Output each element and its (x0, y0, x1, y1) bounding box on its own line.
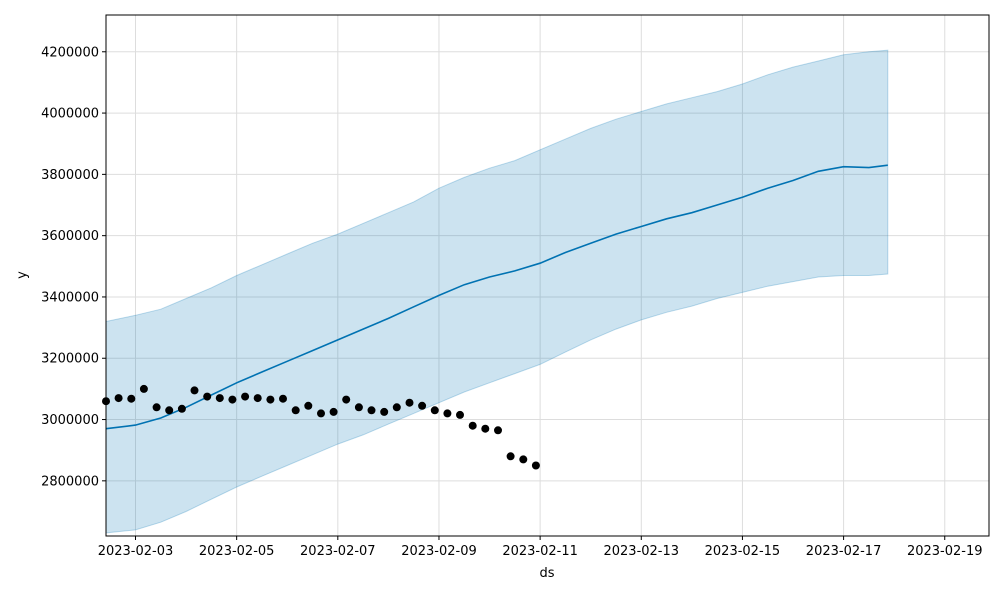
observed-point (342, 395, 351, 404)
observed-point (519, 455, 528, 464)
x-axis-label: ds (539, 566, 554, 581)
grid-layer (106, 15, 989, 536)
observed-point (127, 394, 136, 403)
observed-point (430, 406, 439, 415)
uncertainty-interval (105, 49, 889, 534)
x-tick-label: 2023-02-05 (199, 544, 275, 559)
observed-point (317, 409, 325, 418)
observed-point (481, 424, 490, 433)
x-tick-label: 2023-02-03 (98, 544, 174, 559)
observed-point (177, 404, 186, 413)
y-tick-label: 3600000 (41, 229, 99, 244)
observed-point (456, 410, 464, 419)
y-tick-label: 3800000 (41, 168, 99, 183)
y-tick-label: 2800000 (41, 474, 99, 489)
observed-point (152, 403, 161, 412)
observed-point (291, 406, 300, 415)
observed-point (468, 421, 477, 430)
observed-point (266, 395, 275, 404)
tick-layer: 2023-02-03 2023-02-05 2023-02-07 2023-02-09… (41, 45, 982, 559)
y-tick-label: 4000000 (41, 107, 99, 122)
x-tick-label: 2023-02-15 (705, 544, 781, 559)
observed-point (418, 401, 427, 410)
observed-points-layer (102, 384, 540, 470)
forecast-line-layer (105, 164, 888, 430)
observed-point (215, 394, 224, 403)
observed-point (380, 407, 389, 416)
observed-point (329, 407, 338, 416)
observed-point (114, 394, 123, 403)
observed-point (531, 461, 540, 470)
observed-point (494, 426, 502, 435)
y-axis-label: y (15, 271, 30, 279)
interval-band (105, 49, 889, 534)
observed-point (203, 392, 212, 401)
observed-point (304, 401, 313, 410)
y-tick-label: 3400000 (41, 290, 99, 305)
y-tick-label: 3000000 (41, 413, 99, 428)
x-tick-label: 2023-02-07 (300, 544, 376, 559)
observed-point (165, 406, 174, 415)
observed-point (253, 394, 262, 403)
x-tick-label: 2023-02-09 (401, 544, 477, 559)
observed-point (190, 386, 199, 395)
y-tick-label: 4200000 (41, 45, 99, 60)
x-tick-label: 2023-02-19 (907, 544, 983, 559)
observed-point (228, 395, 237, 404)
x-tick-label: 2023-02-11 (502, 544, 578, 559)
x-tick-label: 2023-02-17 (806, 544, 882, 559)
observed-point (279, 394, 287, 403)
observed-point (139, 384, 148, 393)
observed-point (506, 452, 515, 461)
observed-point (392, 403, 401, 412)
observed-point (354, 403, 363, 412)
plot-frame (105, 14, 990, 537)
observed-point (443, 409, 452, 418)
observed-point (241, 392, 250, 401)
observed-point (367, 406, 376, 415)
forecast-line (105, 164, 888, 430)
y-tick-label: 3200000 (41, 352, 99, 367)
x-tick-label: 2023-02-13 (603, 544, 679, 559)
observed-point (405, 398, 414, 407)
